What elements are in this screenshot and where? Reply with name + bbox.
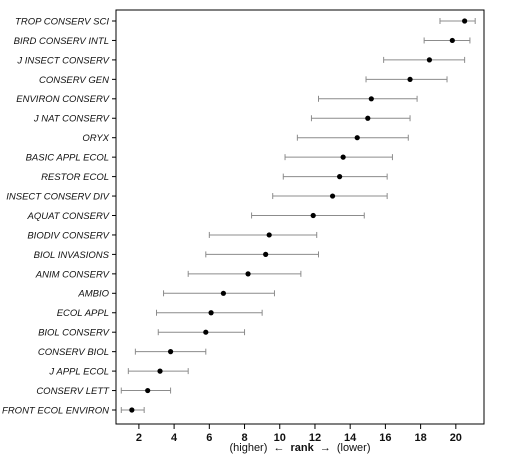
journal-row: CONSERV LETT bbox=[36, 386, 172, 397]
rank-point bbox=[245, 271, 251, 277]
journal-row: J APPL ECOL bbox=[48, 367, 189, 378]
x-tick-label: 6 bbox=[206, 432, 212, 444]
journal-label: ECOL APPL bbox=[57, 308, 109, 319]
journal-row: AQUAT CONSERV bbox=[27, 211, 365, 222]
x-axis-title-main: rank bbox=[291, 442, 315, 454]
journal-label: ANIM CONSERV bbox=[35, 269, 111, 280]
journal-row: ENVIRON CONSERV bbox=[16, 94, 418, 105]
journal-row: RESTOR ECOL bbox=[41, 172, 388, 183]
x-axis-title: (higher) ← rank → (lower) bbox=[229, 442, 370, 454]
journal-row: ECOL APPL bbox=[57, 308, 263, 319]
x-tick-label: 20 bbox=[450, 432, 462, 444]
x-tick-label: 16 bbox=[379, 432, 391, 444]
rank-point bbox=[368, 96, 374, 102]
journal-label: J NAT CONSERV bbox=[33, 114, 111, 125]
x-axis-title-right-arrow: → bbox=[320, 442, 331, 454]
rank-point bbox=[337, 174, 343, 180]
rank-point bbox=[426, 57, 433, 63]
journal-row: INSECT CONSERV DIV bbox=[6, 191, 388, 202]
rank-point bbox=[462, 18, 468, 24]
journal-row: BIRD CONSERV INTL bbox=[14, 36, 471, 47]
journal-label: BASIC APPL ECOL bbox=[26, 153, 109, 164]
journal-label: ENVIRON CONSERV bbox=[16, 94, 110, 105]
journal-row: CONSERV BIOL bbox=[38, 347, 207, 358]
x-axis-title-left: (higher) bbox=[229, 442, 267, 454]
x-tick-label: 14 bbox=[344, 432, 357, 444]
rank-point bbox=[340, 154, 346, 160]
journal-label: J APPL ECOL bbox=[48, 367, 109, 378]
journal-row: BIOL INVASIONS bbox=[34, 250, 319, 261]
journal-row: CONSERV GEN bbox=[39, 75, 448, 86]
rank-point bbox=[407, 76, 413, 82]
journal-label: INSECT CONSERV DIV bbox=[6, 191, 110, 202]
rank-point bbox=[129, 407, 135, 413]
journal-label: BIOL INVASIONS bbox=[34, 250, 110, 261]
journal-row: TROP CONSERV SCI bbox=[15, 16, 476, 27]
rank-point bbox=[266, 232, 272, 238]
x-tick-label: 2 bbox=[136, 432, 142, 444]
journal-label: CONSERV BIOL bbox=[38, 347, 109, 358]
journal-label: BIODIV CONSERV bbox=[27, 230, 110, 241]
journal-label: BIRD CONSERV INTL bbox=[14, 36, 109, 47]
journal-label: CONSERV LETT bbox=[36, 386, 110, 397]
rank-point bbox=[157, 368, 163, 374]
rank-point bbox=[263, 251, 269, 257]
journal-label: J INSECT CONSERV bbox=[16, 55, 110, 66]
rank-point bbox=[203, 329, 209, 335]
rank-point bbox=[220, 290, 227, 296]
journal-row: FRONT ECOL ENVIRON bbox=[2, 405, 145, 416]
rank-point bbox=[365, 115, 371, 121]
journal-row: BIODIV CONSERV bbox=[27, 230, 318, 241]
journal-row: ORYX bbox=[82, 133, 409, 144]
x-axis-title-right: (lower) bbox=[337, 442, 371, 454]
x-tick-label: 4 bbox=[171, 432, 178, 444]
journal-label: ORYX bbox=[82, 133, 109, 144]
x-tick-label: 18 bbox=[414, 432, 426, 444]
x-axis-title-left-arrow: ← bbox=[273, 442, 284, 454]
journal-row: J NAT CONSERV bbox=[33, 114, 411, 125]
journal-row: J INSECT CONSERV bbox=[16, 55, 466, 66]
x-tick-label: 8 bbox=[241, 432, 247, 444]
journal-label: CONSERV GEN bbox=[39, 75, 109, 86]
rank-point bbox=[208, 310, 214, 316]
journal-label: BIOL CONSERV bbox=[38, 328, 111, 339]
journal-label: AQUAT CONSERV bbox=[27, 211, 111, 222]
journal-rows: TROP CONSERV SCI BIRD CONSERV INTL J INSEC… bbox=[2, 16, 476, 416]
journal-row: AMBIO bbox=[77, 289, 275, 300]
journal-label: AMBIO bbox=[77, 289, 109, 300]
journal-row: ANIM CONSERV bbox=[35, 269, 302, 280]
x-axis: 2 4 6 8 10 12 14 16 18 20 bbox=[136, 424, 462, 444]
x-tick-label: 12 bbox=[309, 432, 321, 444]
rank-point bbox=[310, 212, 316, 219]
rank-point bbox=[354, 135, 360, 141]
journal-label: TROP CONSERV SCI bbox=[15, 16, 109, 27]
journal-label: FRONT ECOL ENVIRON bbox=[2, 405, 109, 416]
rank-point bbox=[449, 37, 455, 44]
journal-row: BASIC APPL ECOL bbox=[26, 153, 393, 164]
journal-label: RESTOR ECOL bbox=[41, 172, 109, 183]
rank-point bbox=[167, 349, 174, 355]
plot-frame bbox=[115, 9, 485, 425]
rank-point bbox=[145, 387, 151, 394]
journal-row: BIOL CONSERV bbox=[38, 328, 246, 339]
rank-point bbox=[329, 193, 336, 199]
x-tick-label: 10 bbox=[274, 432, 286, 444]
